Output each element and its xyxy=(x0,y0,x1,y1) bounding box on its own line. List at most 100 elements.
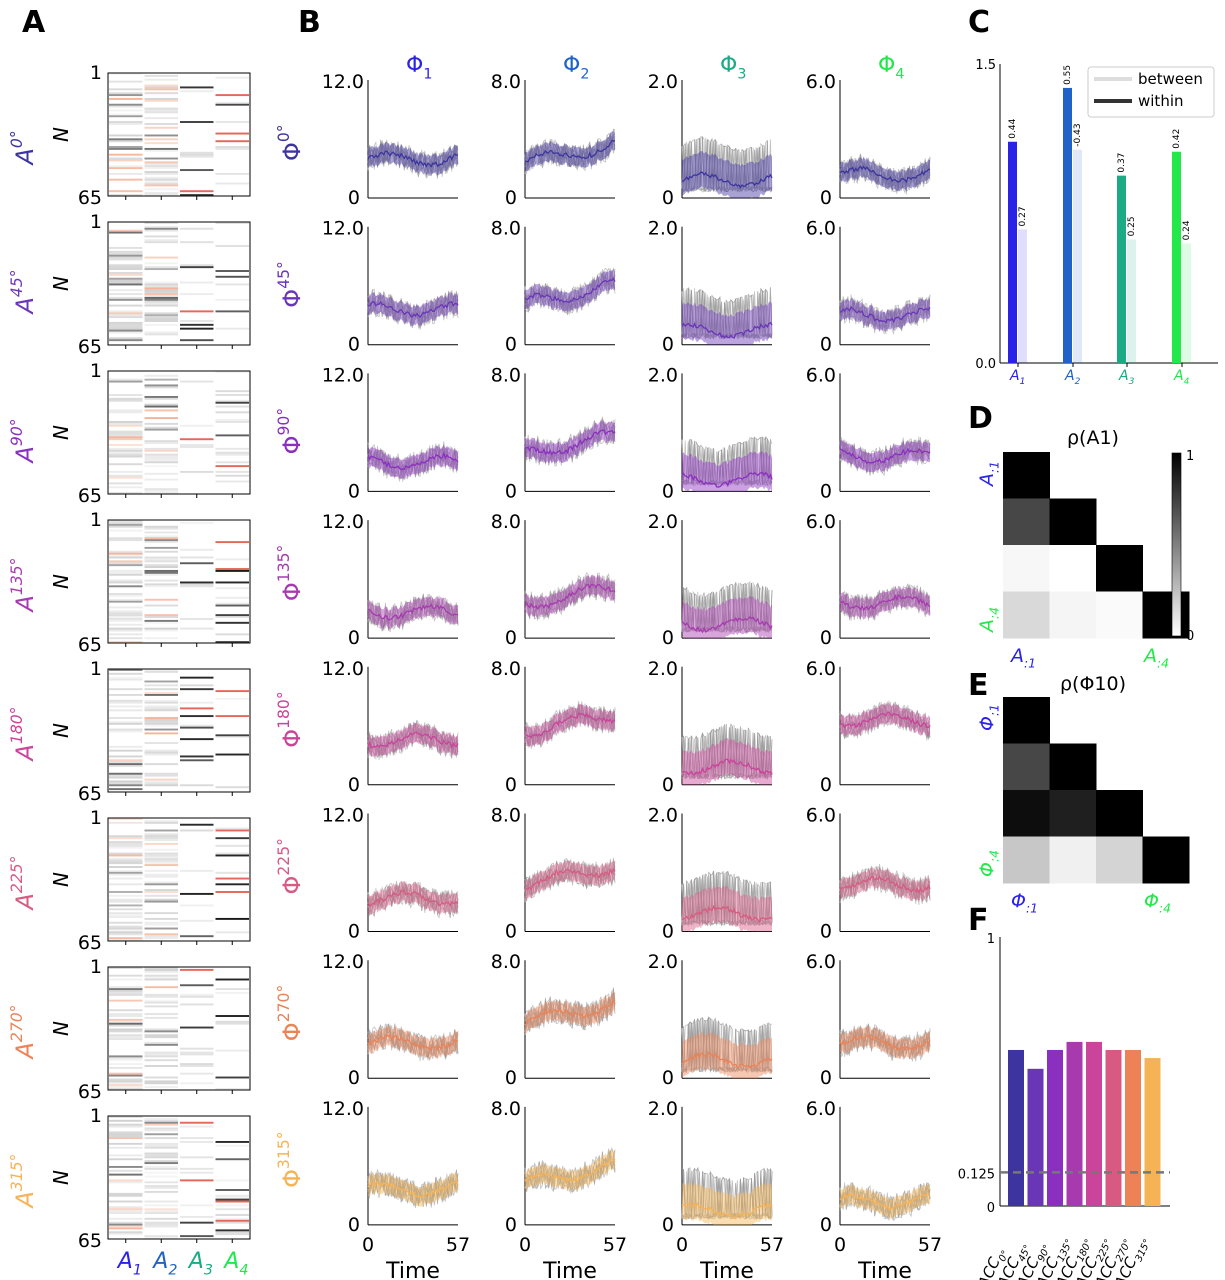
heatmap-a-cell xyxy=(144,968,178,971)
heatmap-a-cell xyxy=(109,564,143,567)
bar-f-ytick-bottom: 0 xyxy=(987,1201,995,1216)
heatmap-a-cell xyxy=(109,121,143,123)
heatmap-a-cell xyxy=(144,88,178,91)
heatmap-a-row-label-base: A xyxy=(11,1191,39,1209)
timeseries-plot-7-1: 8.0 00 57 Time xyxy=(491,1098,627,1280)
heatmap-a-cell xyxy=(109,1080,143,1083)
heatmap-a-cell xyxy=(109,277,143,280)
matrix-xlabel-last-base: A xyxy=(1142,645,1157,667)
timeseries-ymax-label: 2.0 xyxy=(648,805,678,827)
timeseries-band xyxy=(840,297,930,332)
timeseries-row-label-base: Φ xyxy=(278,582,306,601)
heatmap-a-cell xyxy=(109,298,143,301)
heatmap-a-cell xyxy=(215,310,249,313)
timeseries-ymax-label: 8.0 xyxy=(491,218,521,240)
heatmap-a-cell xyxy=(144,550,178,553)
heatmap-a-cell xyxy=(109,1146,143,1149)
timeseries-ymax-label: 6.0 xyxy=(806,658,836,680)
heatmap-a-cell xyxy=(109,438,143,441)
heatmap-a-cell xyxy=(180,444,214,446)
timeseries-mean-line xyxy=(367,150,459,168)
heatmap-a-cell xyxy=(144,138,178,141)
timeseries-column-title-script: 1 xyxy=(423,67,432,83)
matrix-cell xyxy=(1003,545,1050,592)
heatmap-a-cell xyxy=(109,293,143,296)
heatmap-a-cell xyxy=(215,453,249,456)
heatmap-a-cell xyxy=(144,289,178,292)
heatmap-a-cell xyxy=(144,1117,178,1120)
matrix-ylabel-last-base: A xyxy=(976,619,998,634)
heatmap-a-cell xyxy=(144,78,178,81)
heatmap-a-cell xyxy=(109,844,143,847)
heatmap-a-cell xyxy=(109,474,143,477)
timeseries-ymin-label: 0 xyxy=(820,921,832,943)
timeseries-band xyxy=(682,738,772,785)
timeseries-band xyxy=(840,702,930,737)
heatmap-a-cell xyxy=(180,1140,214,1143)
heatmap-a-cell xyxy=(215,94,249,97)
timeseries-ymin-label: 0 xyxy=(820,1214,832,1236)
timeseries-ymax-label: 2.0 xyxy=(648,364,678,386)
heatmap-a-cell xyxy=(180,155,214,158)
bar-c-ytick-top: 1.5 xyxy=(975,58,996,73)
bar-c-category-label-script: 1 xyxy=(1020,377,1026,387)
timeseries-band xyxy=(525,859,615,901)
heatmap-a-cell xyxy=(180,556,214,559)
timeseries-row-label: Φ315° xyxy=(275,1131,306,1187)
timeseries-mean-line xyxy=(681,171,773,189)
heatmap-a-cell xyxy=(109,323,143,326)
timeseries-column-title-base: Φ xyxy=(406,53,423,78)
heatmap-a-cell xyxy=(215,140,249,143)
heatmap-a-cell xyxy=(144,873,178,876)
matrix-ylabel-last: Φ:4 xyxy=(976,850,1002,877)
heatmap-a-cell xyxy=(144,881,178,884)
heatmap-a-cell xyxy=(144,316,178,319)
heatmap-a-cell xyxy=(144,403,178,406)
heatmap-a-cell xyxy=(215,1158,249,1161)
timeseries-row-label-base: Φ xyxy=(278,1169,306,1188)
timeseries-trace xyxy=(524,271,616,314)
heatmap-a-cell xyxy=(215,1219,249,1222)
bar-c-category-label-script: 2 xyxy=(1075,377,1081,387)
heatmap-a-cell xyxy=(144,314,178,317)
heatmap-a-xtick-label-base: A xyxy=(222,1249,239,1274)
timeseries-ymin-label: 0 xyxy=(662,921,674,943)
panel-b-timeseries: Φ1 Φ2 Φ3 Φ4Φ0°12.008.002.006.00Φ45°12.008.0… xyxy=(275,53,942,1280)
heatmap-a-cell xyxy=(144,707,178,710)
colorbar-tick-bottom: 0 xyxy=(1186,629,1194,644)
timeseries-ymin-label: 0 xyxy=(820,1067,832,1089)
heatmap-a-cell xyxy=(109,900,143,903)
heatmap-a-xtick-label: A1 xyxy=(116,1249,142,1279)
heatmap-a-cell xyxy=(144,287,178,290)
timeseries-ymax-label: 12.0 xyxy=(322,364,364,386)
heatmap-a-cell xyxy=(144,457,178,460)
heatmap-a-cell xyxy=(215,1231,249,1234)
heatmap-a-cell xyxy=(180,707,214,710)
heatmap-a-cell xyxy=(144,453,178,456)
matrix-cell xyxy=(1142,591,1190,639)
heatmap-a-cell xyxy=(144,539,178,542)
heatmap-a-cell xyxy=(109,529,143,532)
heatmap-a-cell xyxy=(144,161,178,164)
heatmap-a-cell xyxy=(109,860,143,863)
heatmap-a-cell xyxy=(109,612,143,615)
matrix-cell xyxy=(1003,743,1050,791)
heatmap-a-ylabel: N xyxy=(49,425,73,440)
heatmap-a-cell xyxy=(109,258,143,261)
heatmap-a-cell xyxy=(144,921,178,924)
heatmap-a-cell xyxy=(215,390,249,393)
heatmap-a-cell xyxy=(109,194,143,196)
timeseries-ymin-label: 0 xyxy=(505,774,517,796)
heatmap-a-cell xyxy=(144,74,178,77)
timeseries-xlabel: Time xyxy=(385,1259,440,1280)
heatmap-a-cell xyxy=(180,585,214,588)
heatmap-a-cell xyxy=(109,774,143,777)
timeseries-xtick-start: 0 xyxy=(834,1234,846,1256)
heatmap-a-cell xyxy=(215,827,249,830)
heatmap-a-cell xyxy=(144,171,178,173)
heatmap-a-cell xyxy=(144,535,178,538)
heatmap-a-cell xyxy=(180,755,214,758)
heatmap-a-cell xyxy=(144,188,178,191)
